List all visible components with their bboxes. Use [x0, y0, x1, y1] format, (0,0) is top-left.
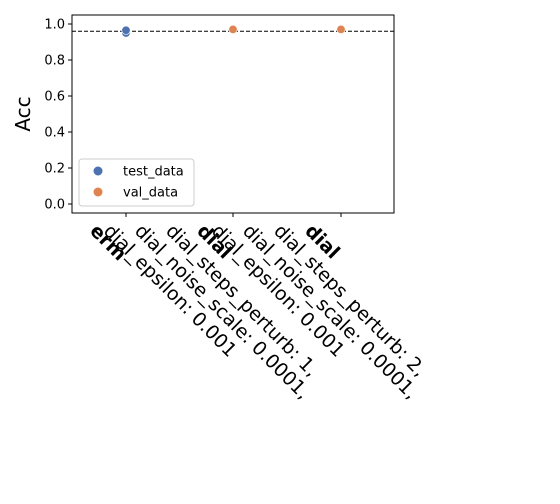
y-tick-label: 0.8: [44, 54, 65, 69]
legend-marker: [93, 166, 103, 176]
data-point-val_data: [336, 24, 346, 34]
legend-box: [78, 158, 195, 207]
y-tick-label: 0.4: [44, 126, 65, 141]
y-axis-label: Acc: [11, 96, 35, 131]
data-point-val_data: [228, 24, 238, 34]
y-tick-label: 0.6: [44, 90, 65, 105]
legend-label: test_data: [123, 165, 184, 180]
y-tick-label: 0.0: [44, 198, 65, 213]
legend-marker: [93, 187, 103, 197]
legend-label: val_data: [123, 186, 178, 201]
y-tick-label: 0.2: [44, 162, 65, 177]
data-point-test_data: [121, 25, 131, 35]
y-tick-label: 1.0: [44, 18, 65, 33]
